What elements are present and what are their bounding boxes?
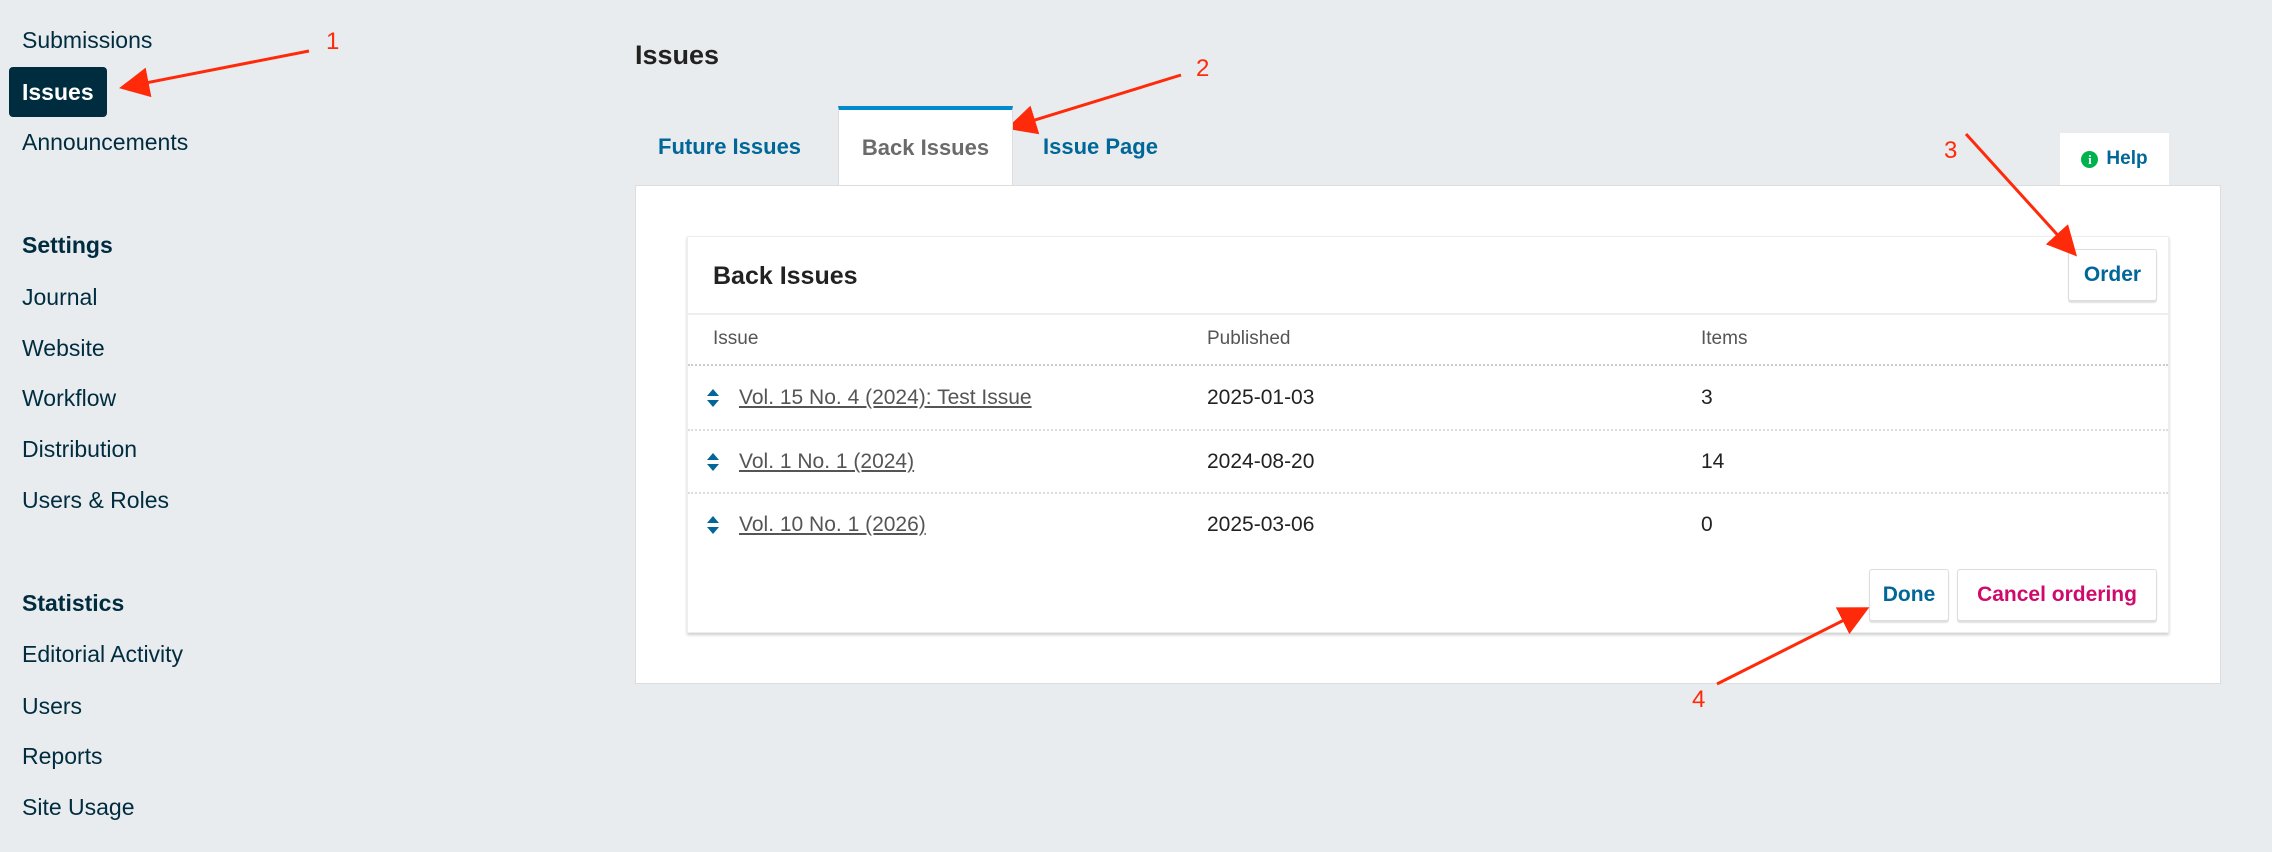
- annotation-label-4: 4: [1692, 686, 1706, 713]
- annotation-label-2: 2: [1196, 55, 1210, 82]
- column-header-issue: Issue: [713, 328, 759, 349]
- column-header-items: Items: [1701, 328, 1748, 349]
- order-button[interactable]: Order: [2068, 249, 2157, 301]
- nav-heading-statistics: Statistics: [22, 590, 125, 616]
- help-button[interactable]: i Help: [2060, 133, 2169, 185]
- divider: [688, 364, 2168, 366]
- divider: [688, 313, 2168, 315]
- table-row: Vol. 10 No. 1 (2026) 2025-03-06 0: [688, 493, 2168, 556]
- items-count: 3: [1701, 386, 1713, 409]
- table-row: Vol. 15 No. 4 (2024): Test Issue 2025-01…: [688, 366, 2168, 429]
- annotation-arrow-3: [1964, 132, 2078, 257]
- nav-site-usage[interactable]: Site Usage: [22, 794, 135, 820]
- nav-reports[interactable]: Reports: [22, 743, 103, 769]
- tab-issue-page[interactable]: Issue Page: [1043, 134, 1158, 159]
- annotation-arrow-4: [1716, 607, 1870, 686]
- back-issues-card: Back Issues Order Issue Published Items …: [687, 236, 2169, 633]
- card-title: Back Issues: [713, 262, 858, 290]
- nav-issues[interactable]: Issues: [9, 67, 107, 117]
- nav-editorial-activity[interactable]: Editorial Activity: [22, 641, 184, 667]
- nav-stats-users[interactable]: Users: [22, 693, 83, 719]
- annotation-arrow-1: [119, 49, 310, 98]
- items-count: 14: [1701, 450, 1725, 473]
- annotation-label-1: 1: [326, 28, 340, 55]
- nav-journal[interactable]: Journal: [22, 284, 98, 310]
- tab-future-issues[interactable]: Future Issues: [658, 134, 802, 159]
- sort-handle-icon[interactable]: [706, 388, 720, 408]
- tab-back-issues[interactable]: Back Issues: [838, 106, 1013, 185]
- issue-link[interactable]: Vol. 15 No. 4 (2024): Test Issue: [739, 386, 1032, 409]
- nav-users-roles[interactable]: Users & Roles: [22, 487, 169, 513]
- published-date: 2025-03-06: [1207, 513, 1315, 536]
- table-row: Vol. 1 No. 1 (2024) 2024-08-20 14: [688, 430, 2168, 493]
- divider: [688, 429, 2168, 431]
- divider: [688, 492, 2168, 494]
- column-header-published: Published: [1207, 328, 1291, 349]
- nav-heading-settings: Settings: [22, 232, 113, 258]
- help-label: Help: [2106, 148, 2148, 169]
- nav-submissions[interactable]: Submissions: [22, 27, 153, 53]
- nav-announcements[interactable]: Announcements: [22, 129, 189, 155]
- nav-website[interactable]: Website: [22, 335, 105, 361]
- items-count: 0: [1701, 513, 1713, 536]
- sort-handle-icon[interactable]: [706, 515, 720, 535]
- published-date: 2024-08-20: [1207, 450, 1315, 473]
- annotation-label-3: 3: [1944, 137, 1958, 164]
- nav-distribution[interactable]: Distribution: [22, 436, 138, 462]
- issue-link[interactable]: Vol. 10 No. 1 (2026): [739, 513, 926, 536]
- sort-handle-icon[interactable]: [706, 452, 720, 472]
- page-title: Issues: [635, 40, 720, 70]
- done-button[interactable]: Done: [1869, 569, 1949, 621]
- published-date: 2025-01-03: [1207, 386, 1315, 409]
- nav-workflow[interactable]: Workflow: [22, 385, 117, 411]
- annotation-arrow-2: [1006, 73, 1182, 135]
- cancel-ordering-button[interactable]: Cancel ordering: [1957, 569, 2157, 621]
- issue-link[interactable]: Vol. 1 No. 1 (2024): [739, 450, 915, 473]
- info-icon: i: [2081, 150, 2099, 168]
